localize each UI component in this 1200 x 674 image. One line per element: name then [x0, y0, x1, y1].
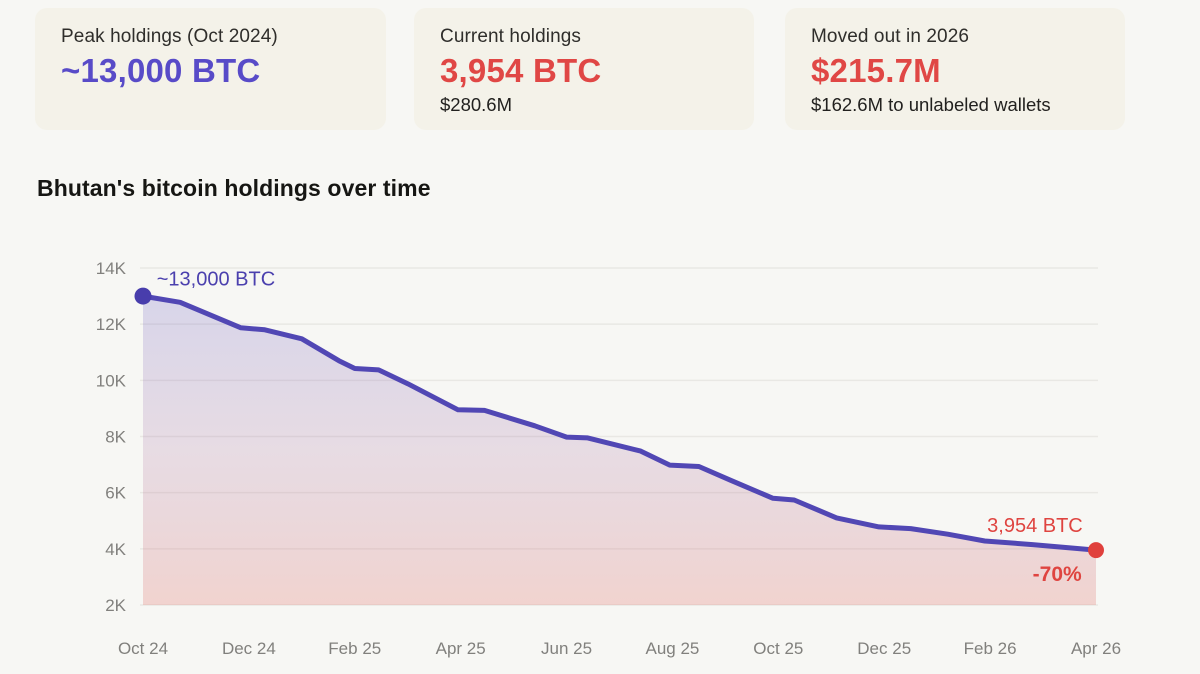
btc-holdings-area-chart: 14K 12K 10K 8K 6K 4K 2K Oct 24 Dec 24 Feb 25 Apr 2… — [96, 259, 1121, 658]
y-axis-tick-label: 2K — [105, 596, 126, 615]
holdings-area-fill — [143, 296, 1096, 605]
stat-card-subtext: $162.6M to unlabeled wallets — [811, 93, 1051, 115]
stat-card-label: Moved out in 2026 — [811, 26, 970, 47]
stat-card-current-holdings: Current holdings 3,954 BTC $280.6M — [414, 8, 754, 130]
chart-title: Bhutan's bitcoin holdings over time — [37, 175, 431, 201]
stat-card-value: ~13,000 BTC — [61, 52, 261, 89]
chart-annotation: ~13,000 BTC — [157, 268, 275, 290]
x-axis-tick-label: Apr 25 — [436, 639, 486, 658]
stat-card-value: 3,954 BTC — [440, 52, 602, 89]
x-axis-tick-label: Feb 26 — [964, 639, 1017, 658]
chart-annotation: 3,954 BTC — [987, 515, 1083, 537]
x-axis-tick-label: Feb 25 — [328, 639, 381, 658]
x-axis-tick-label: Oct 24 — [118, 639, 168, 658]
x-axis-tick-label: Jun 25 — [541, 639, 592, 658]
stat-card-peak-holdings: Peak holdings (Oct 2024) ~13,000 BTC — [35, 8, 386, 130]
y-axis-tick-label: 8K — [105, 428, 126, 447]
stat-card-label: Current holdings — [440, 26, 582, 47]
x-axis-tick-label: Apr 26 — [1071, 639, 1121, 658]
x-axis-tick-label: Dec 25 — [857, 639, 911, 658]
chart-annotation: -70% — [1033, 563, 1082, 586]
stat-card-label: Peak holdings (Oct 2024) — [61, 26, 278, 47]
x-axis-tick-label: Oct 25 — [753, 639, 803, 658]
stat-card-moved-out: Moved out in 2026 $215.7M $162.6M to unl… — [785, 8, 1125, 130]
x-axis-tick-label: Aug 25 — [645, 639, 699, 658]
current-point — [1088, 542, 1104, 559]
x-axis-tick-label: Dec 24 — [222, 639, 276, 658]
stat-card-subtext: $280.6M — [440, 93, 512, 115]
peak-point — [134, 287, 152, 305]
y-axis-tick-label: 12K — [96, 315, 127, 334]
stat-card-value: $215.7M — [811, 52, 941, 89]
y-axis-tick-label: 14K — [96, 259, 127, 278]
y-axis-tick-label: 10K — [96, 371, 127, 390]
y-axis-tick-label: 6K — [105, 484, 126, 503]
holdings-line — [140, 293, 1099, 553]
y-axis-tick-label: 4K — [105, 540, 126, 559]
